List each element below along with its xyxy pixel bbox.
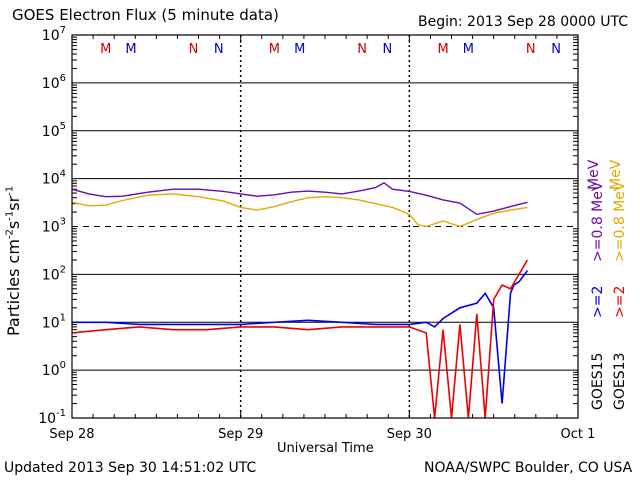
legend-blue-2mev: >=2 (590, 285, 606, 318)
y-tick-label: 102 (42, 264, 66, 283)
marker-M: M (100, 42, 111, 57)
chart-title: GOES Electron Flux (5 minute data) (12, 6, 279, 24)
x-tick-label: Sep 30 (387, 427, 432, 442)
marker-N: N (383, 42, 393, 57)
y-tick-label: 105 (42, 121, 66, 140)
marker-M: M (463, 42, 474, 57)
y-tick-label: 103 (42, 217, 66, 236)
y-axis-label: Particles cm-2s-1sr-1 (4, 185, 23, 336)
legend-goes15: GOES15 (590, 352, 606, 410)
series-line-2 (72, 270, 529, 404)
marker-M: M (437, 42, 448, 57)
plot-frame (71, 34, 579, 419)
y-tick-label: 101 (42, 312, 66, 331)
marker-N: N (551, 42, 561, 57)
marker-M: M (269, 42, 280, 57)
series-line-3 (71, 259, 529, 419)
x-tick-label: Oct 1 (561, 427, 596, 442)
x-tick-label: Sep 29 (218, 427, 263, 442)
x-tick-label: Sep 28 (49, 427, 94, 442)
marker-N: N (526, 42, 536, 57)
series-line-0 (71, 181, 528, 216)
y-tick-label: 107 (42, 25, 66, 44)
y-tick-label: 100 (42, 360, 66, 379)
marker-M: M (125, 42, 136, 57)
legend-goes13: GOES13 (612, 352, 628, 410)
x-axis-label: Universal Time (277, 441, 374, 456)
legend-purple-08mev: >=0.8 MeV (590, 181, 606, 262)
legend-units: MeV (608, 159, 624, 190)
marker-N: N (189, 42, 199, 57)
legend-red-2mev: >=2 (612, 285, 628, 318)
legend-units: MeV (586, 159, 602, 190)
y-tick-label: 106 (42, 73, 66, 92)
legend-yellow-08mev: >=0.8 MeV (612, 181, 628, 262)
updated-timestamp: Updated 2013 Sep 30 14:51:02 UTC (4, 460, 257, 476)
credit-text: NOAA/SWPC Boulder, CO USA (424, 460, 633, 476)
series-line-1 (71, 193, 528, 228)
marker-N: N (357, 42, 367, 57)
y-tick-label: 10-1 (38, 408, 66, 427)
marker-N: N (214, 42, 224, 57)
marker-M: M (294, 42, 305, 57)
y-tick-label: 104 (42, 169, 66, 188)
begin-date: Begin: 2013 Sep 28 0000 UTC (418, 14, 629, 30)
